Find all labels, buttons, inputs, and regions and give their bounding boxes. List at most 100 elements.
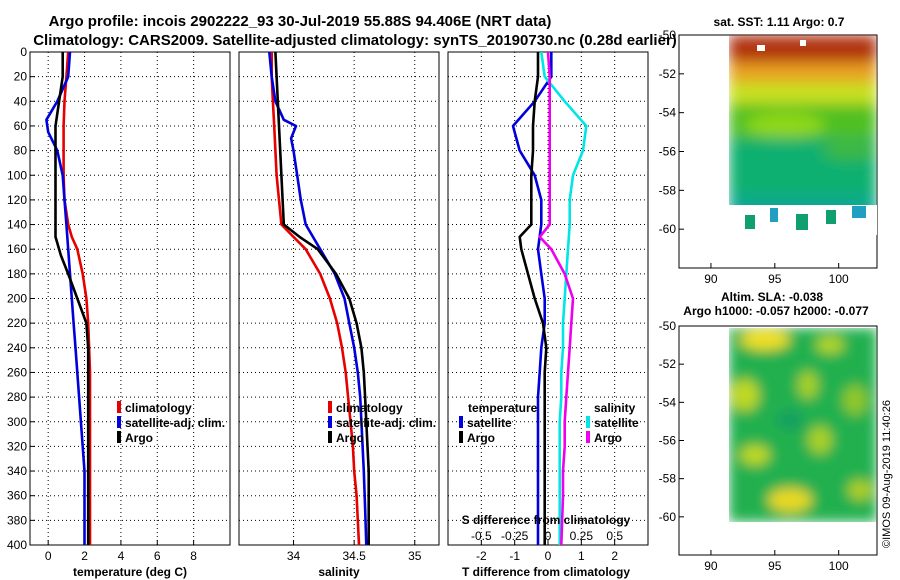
sla-high-patch [808,426,832,454]
title-line-1: Argo profile: incois 2902222_93 30-Jul-2… [49,13,552,30]
legend-swatch-satellite [328,416,332,428]
s-tick-label: 0.25 [570,529,594,543]
x-tick-label: 34 [287,549,301,563]
lat-tick-label: -60 [659,510,677,524]
s-tick-label: 0 [545,529,552,543]
temperature-tick-labels: 0 2 4 6 8 [45,540,197,563]
lon-tick-label: 100 [829,272,849,286]
credit-timestamp: ©IMOS 09-Aug-2019 11:40:26 [881,400,893,548]
y-tick-label: 380 [7,513,27,527]
legend-climatology: climatology [336,401,403,415]
legend-swatch-satellite [117,416,121,428]
legend-swatch-s-argo [586,431,590,443]
legend-salinity-title: salinity [594,401,636,415]
y-tick-label: 320 [7,439,27,453]
y-tick-label: 40 [14,94,28,108]
sst-yellow-tongue [745,113,825,137]
sst-map-title: sat. SST: 1.11 Argo: 0.7 [714,15,845,29]
series-line-salinity-satellite [540,51,588,545]
y-tick-label: 100 [7,168,27,182]
legend-satellite-adj: satellite-adj. clim. [125,416,225,430]
y-tick-label: 340 [7,464,27,478]
y-tick-label: 0 [20,45,27,59]
sla-high-patch [848,480,872,500]
lat-tick-label: -60 [659,222,677,236]
series-line-climatology [62,51,92,545]
sst-green-patch [822,140,877,160]
legend-s-argo: Argo [594,431,622,445]
legend-t-argo: Argo [467,431,495,445]
y-tick-label: 260 [7,365,27,379]
t-difference-axis-label: T difference from climatology [462,565,630,579]
sst-field [729,35,877,235]
sst-map-panel: sat. SST: 1.11 Argo: 0.7 -50-52-54-56-5 [659,15,878,286]
lat-tick-label: -52 [659,67,677,81]
x-tick-label: 1 [578,549,585,563]
lon-tick-label: 90 [704,559,718,573]
series-line-argo [274,51,371,545]
temperature-panel: 0204060801001201401601802002202402602803… [7,45,231,579]
sla-field [729,328,877,522]
lon-tick-label: 100 [829,559,849,573]
lat-tick-label: -58 [659,183,677,197]
sla-high-patch [816,337,844,353]
temperature-gridlines [30,52,230,545]
y-tick-label: 400 [7,538,27,552]
legend-climatology: climatology [125,401,192,415]
y-tick-label: 280 [7,390,27,404]
y-tick-label: 20 [14,70,28,84]
lat-tick-label: -56 [659,145,677,159]
series-line-argo [54,52,90,545]
x-tick-label: 6 [154,549,161,563]
x-tick-label: 2 [81,549,88,563]
y-tick-label: 80 [14,144,28,158]
s-difference-tick-labels: -0.5 -0.25 0 0.25 0.5 [471,529,623,543]
y-tick-label: 120 [7,193,27,207]
salinity-legend: climatology satellite-adj. clim. Argo [328,401,436,445]
sla-high-patch [731,379,759,411]
title-line-2: Climatology: CARS2009. Satellite-adjuste… [33,32,677,49]
sla-high-patch [843,385,867,415]
series-line-salinity-argo [538,51,575,546]
x-tick-label: 8 [190,549,197,563]
lat-tick-label: -50 [659,28,677,42]
legend-s-satellite: satellite [594,416,639,430]
depth-tick-labels: 0 20 40 60 80 100 120 140 160 180 200 220 240 260 280 3… [7,45,35,552]
y-tick-label: 220 [7,316,27,330]
sla-map-title: Altim. SLA: -0.038 [721,290,823,304]
legend-swatch-climatology [328,401,332,413]
legend-temperature-title: temperature [468,401,538,415]
sst-land-mask [800,40,806,46]
x-tick-label: 0 [45,549,52,563]
legend-swatch-climatology [117,401,121,413]
lat-tick-label: -54 [659,106,677,120]
lat-tick-label: -52 [659,357,677,371]
difference-series [511,51,588,546]
y-tick-label: 200 [7,292,27,306]
sla-high-patch [740,445,770,465]
sla-map-panel: Altim. SLA: -0.038 Argo h1000: -0.057 h2… [659,290,878,573]
salinity-panel: 34 34.5 35 salinity climatology satellite-… [238,51,440,579]
sst-fragment [826,210,836,224]
y-tick-label: 360 [7,489,27,503]
lat-tick-label: -50 [659,319,677,333]
s-difference-axis-label: S difference from climatology [462,513,631,527]
series-line-climatology [270,52,361,546]
series-line-satellite-adj-clim- [45,51,86,545]
x-tick-label: 35 [408,549,422,563]
sst-fragment [745,215,755,229]
lat-tick-label: -54 [659,395,677,409]
legend-swatch-argo [117,431,121,443]
lat-tick-label: -56 [659,434,677,448]
y-tick-label: 140 [7,218,27,232]
legend-swatch-argo [328,431,332,443]
legend-argo: Argo [336,431,364,445]
legend-swatch-t-argo [459,431,463,443]
difference-panel: -2 -1 0 1 2 S difference from climatology -0… [447,51,649,579]
series-line-temperature-argo [518,52,548,545]
sst-map-axes: -50 -52 -54 -56 -58 -60 90 95 100 [659,28,849,286]
legend-t-satellite: satellite [467,416,512,430]
sla-map-subtitle: Argo h1000: -0.057 h2000: -0.077 [683,304,869,318]
salinity-gridlines [239,52,439,545]
